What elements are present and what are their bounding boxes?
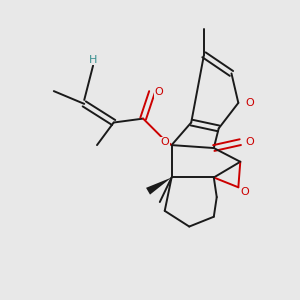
Text: O: O bbox=[154, 87, 163, 97]
Text: O: O bbox=[241, 187, 250, 197]
Text: O: O bbox=[246, 137, 254, 147]
Text: O: O bbox=[160, 137, 169, 147]
Text: H: H bbox=[89, 55, 97, 65]
Polygon shape bbox=[146, 178, 172, 195]
Text: O: O bbox=[246, 98, 254, 108]
